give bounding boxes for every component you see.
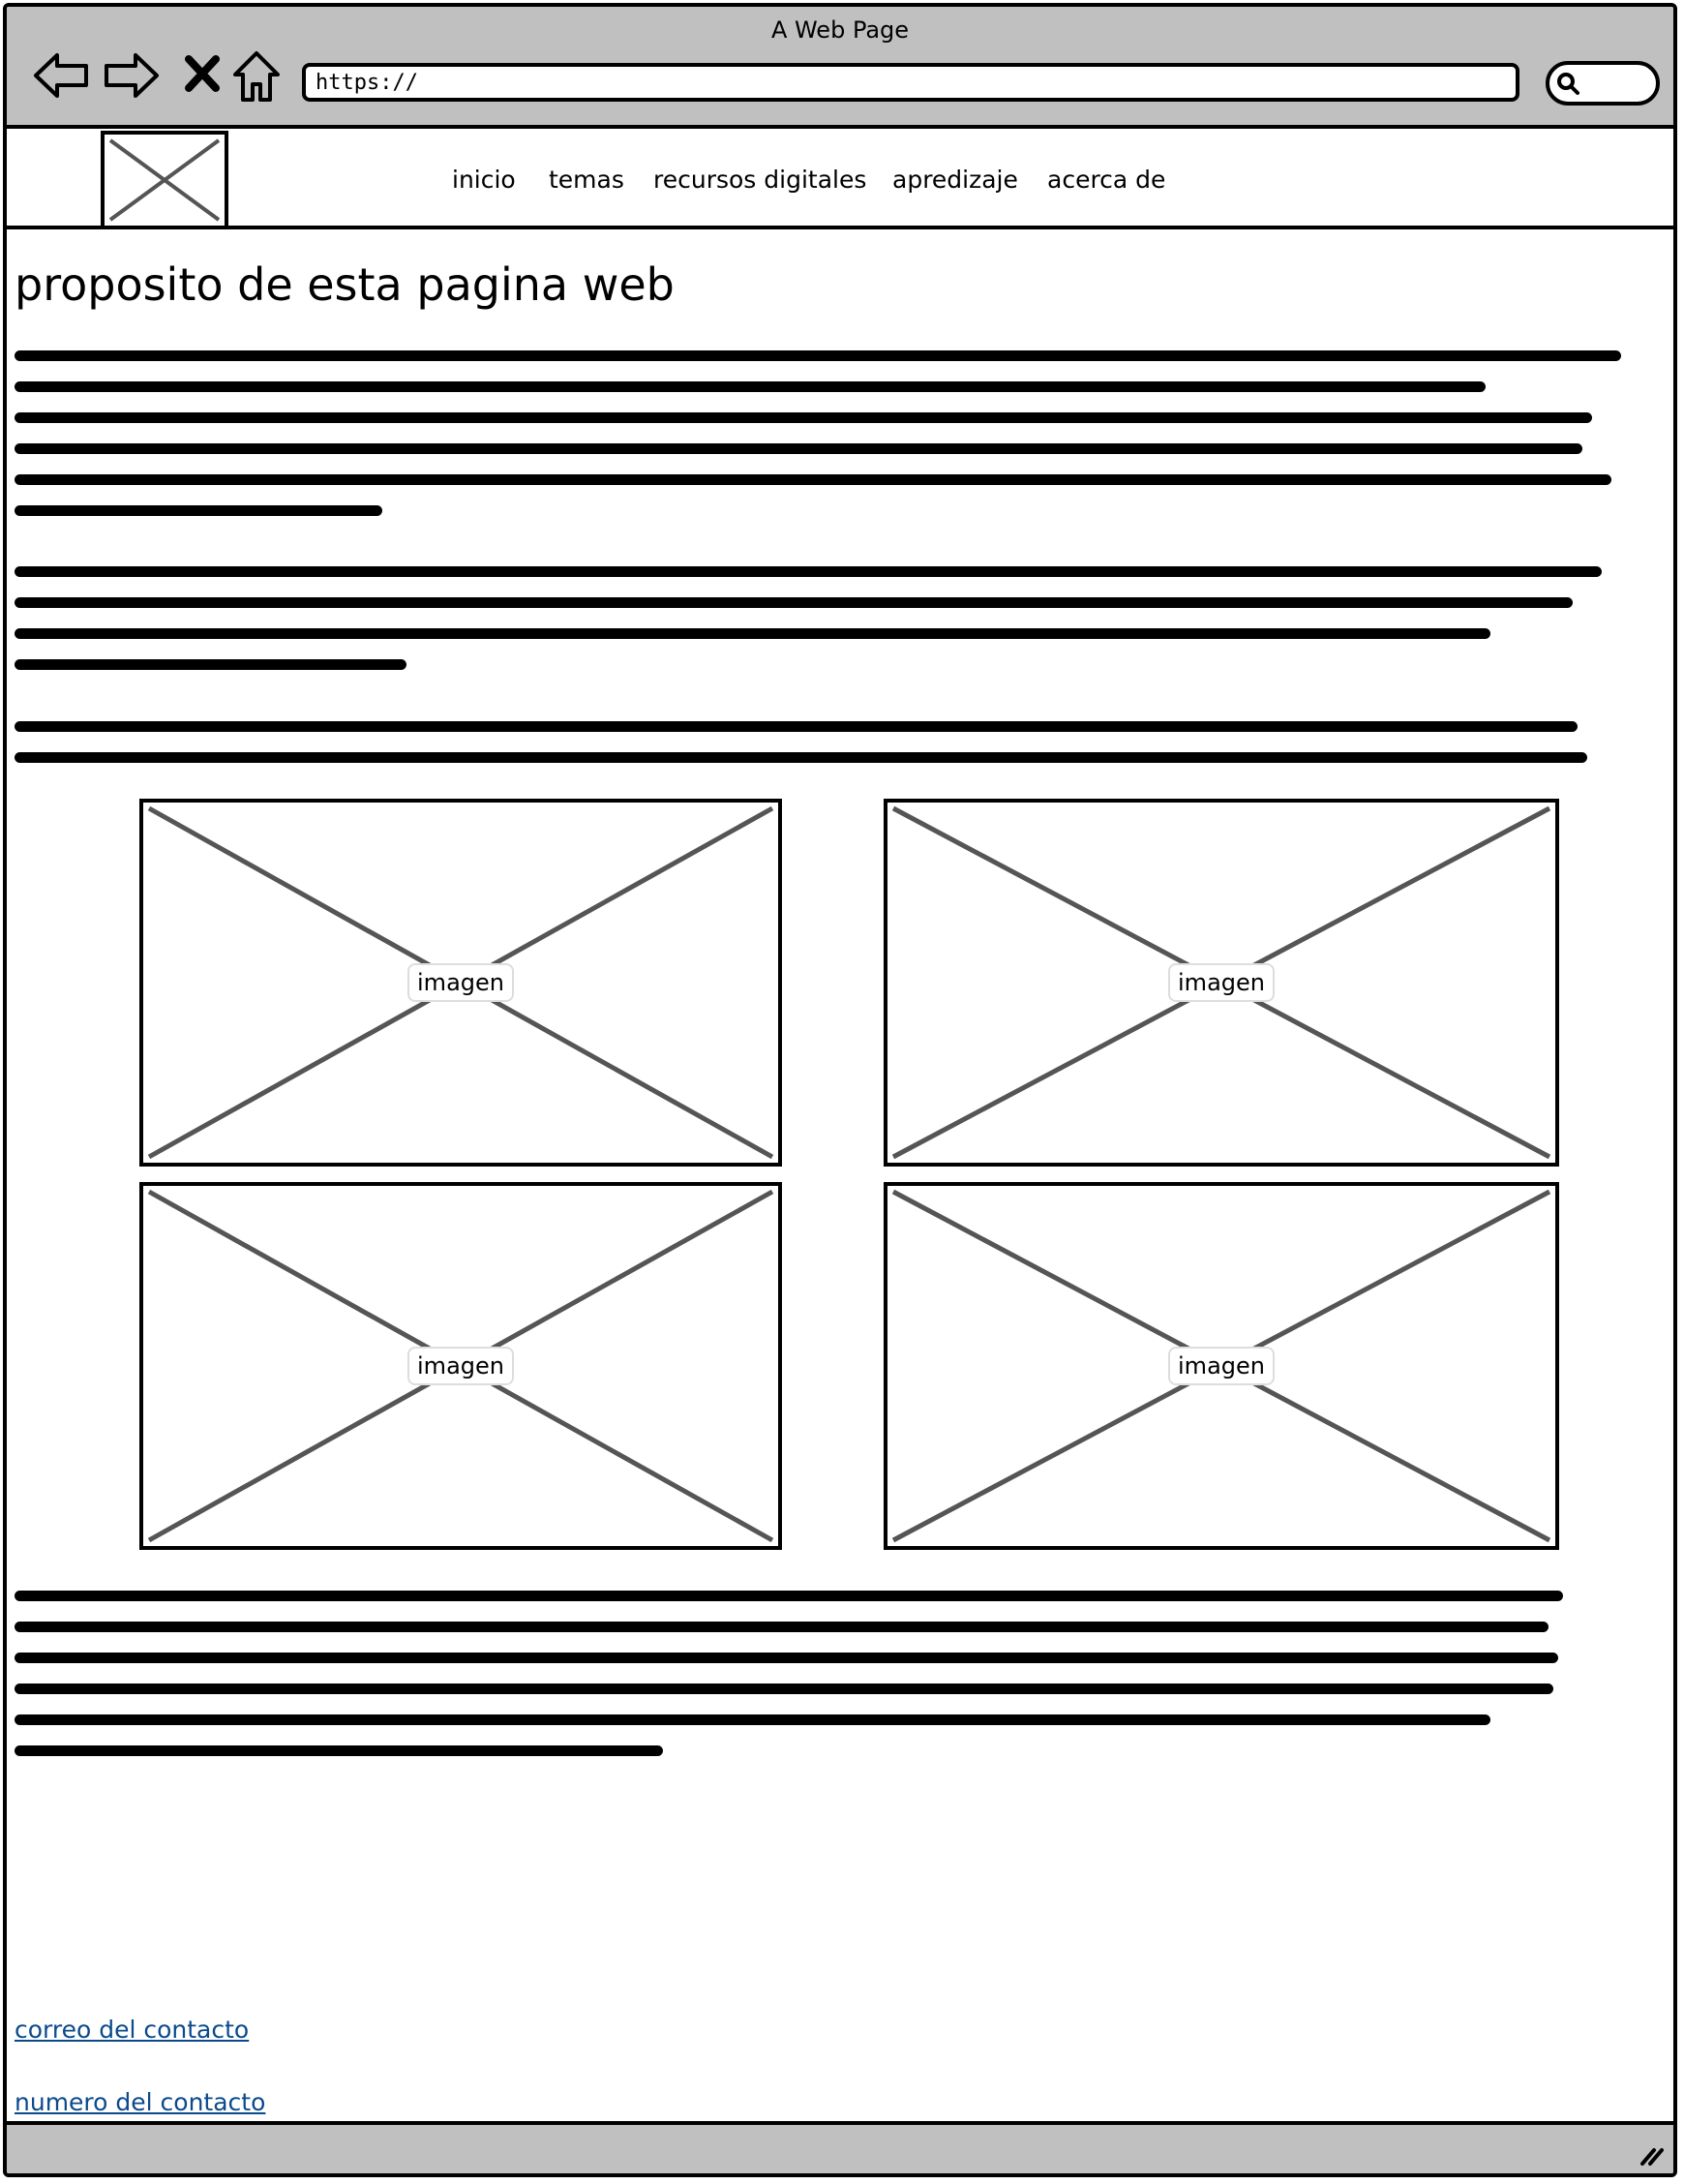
nav-item-acerca-de[interactable]: acerca de [1047, 166, 1166, 194]
back-arrow-icon[interactable] [32, 46, 92, 106]
image-placeholder: imagen [139, 1182, 782, 1550]
nav-item-inicio[interactable]: inicio [452, 166, 516, 194]
paragraph-placeholder [15, 566, 1602, 690]
forward-arrow-icon[interactable] [101, 46, 161, 106]
browser-statusbar [7, 2121, 1673, 2173]
stop-icon[interactable] [181, 46, 224, 106]
paragraph-placeholder [15, 721, 1587, 783]
search-icon [1557, 73, 1579, 95]
site-navbar: inicio temas recursos digitales aprediza… [7, 131, 1673, 229]
url-input[interactable]: https:// [302, 63, 1519, 102]
nav-item-temas[interactable]: temas [549, 166, 624, 194]
page-title: proposito de esta pagina web [15, 258, 675, 311]
image-label: imagen [407, 1347, 514, 1385]
image-label: imagen [1168, 1347, 1275, 1385]
contact-email-link[interactable]: correo del contacto [15, 2016, 250, 2044]
home-icon[interactable] [231, 46, 282, 106]
nav-item-apredizaje[interactable]: apredizaje [892, 166, 1018, 194]
image-placeholder: imagen [884, 799, 1559, 1167]
image-label: imagen [407, 963, 514, 1002]
paragraph-placeholder [15, 350, 1621, 536]
contact-phone-link[interactable]: numero del contacto [15, 2088, 266, 2116]
image-placeholder: imagen [884, 1182, 1559, 1550]
resize-grip-icon[interactable] [1635, 2138, 1664, 2168]
nav-item-recursos-digitales[interactable]: recursos digitales [653, 166, 867, 194]
paragraph-placeholder [15, 1591, 1563, 1776]
browser-window: A Web Page https:// inicio temas recurso… [3, 3, 1677, 2177]
browser-titlebar: A Web Page https:// [7, 7, 1673, 129]
window-title: A Web Page [770, 16, 910, 44]
image-label: imagen [1168, 963, 1275, 1002]
logo-placeholder [101, 131, 228, 229]
search-input[interactable] [1546, 61, 1660, 106]
image-placeholder: imagen [139, 799, 782, 1167]
